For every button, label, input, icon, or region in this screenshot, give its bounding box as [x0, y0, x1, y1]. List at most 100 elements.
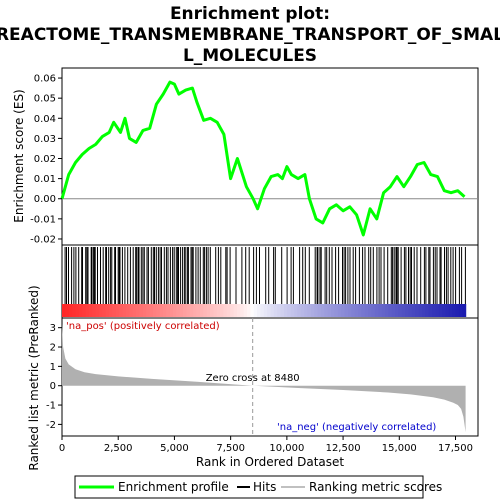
- metric-group: [62, 318, 466, 436]
- color-bar-segment: [149, 304, 154, 317]
- color-bar-segment: [105, 304, 110, 317]
- x-ticks: 0 2,500 5,000 7,500 10,000 12,500 15,000 17,500: [59, 436, 473, 454]
- legend-hits-label: Hits: [253, 480, 276, 494]
- pos-label: 'na_pos' (positively correlated): [66, 321, 220, 332]
- color-bar-segment: [142, 304, 147, 317]
- color-bar-segment: [368, 304, 373, 317]
- legend-metric-label: Ranking metric scores: [309, 480, 442, 494]
- color-bar-segment: [156, 304, 161, 317]
- color-bar-segment: [85, 304, 90, 317]
- es-y-tick-label: 0.06: [34, 74, 56, 85]
- color-bar-segment: [321, 304, 325, 317]
- color-bar-segment: [354, 304, 359, 317]
- color-bar-segment: [112, 304, 117, 317]
- metric-y-tick-label: 1: [50, 362, 56, 373]
- color-bar-segment: [125, 304, 130, 317]
- color-bar-segment: [405, 304, 410, 317]
- metric-y-tick-label: 0: [50, 381, 56, 392]
- hits-group: [64, 247, 466, 304]
- metric-panel-frame: [61, 317, 479, 437]
- color-bar-segment: [458, 304, 463, 317]
- color-bar-segment: [129, 304, 134, 317]
- chart-title-line-2: REACTOME_TRANSMEMBRANE_TRANSPORT_OF_SMAL: [0, 25, 500, 45]
- color-bar-segment: [233, 304, 238, 317]
- color-bar-segment: [408, 304, 413, 317]
- color-bar-segment: [247, 304, 251, 317]
- color-bar-segment: [391, 304, 396, 317]
- color-bar-segment: [381, 304, 386, 317]
- color-bar-segment: [88, 304, 93, 317]
- x-tick-label: 7,500: [216, 443, 245, 454]
- color-bar-segment: [401, 304, 406, 317]
- es-profile-line: [60, 80, 466, 237]
- color-bar-segment: [280, 304, 285, 317]
- color-bar-segment: [146, 304, 151, 317]
- color-bar-segment: [378, 304, 383, 317]
- color-bar-segment: [442, 304, 447, 317]
- metric-y-tick-label: 3: [50, 323, 56, 334]
- color-bar-segment: [432, 304, 436, 317]
- color-bar-segment: [358, 304, 362, 317]
- color-bar-segment: [223, 304, 228, 317]
- color-bar-segment: [334, 304, 339, 317]
- color-bar-segment: [287, 304, 292, 317]
- es-panel-frame: [61, 67, 479, 246]
- color-bar-segment: [273, 304, 278, 317]
- color-bar-segment: [462, 304, 467, 317]
- color-bar-segment: [132, 304, 137, 317]
- color-bar-segment: [341, 304, 346, 317]
- color-bar-segment: [199, 304, 204, 317]
- color-bar-segment: [388, 304, 393, 317]
- x-tick-label: 5,000: [160, 443, 189, 454]
- es-line-group: [60, 80, 466, 237]
- color-bar-segment: [290, 304, 295, 317]
- color-bar-segment: [92, 304, 97, 317]
- x-tick-label: 2,500: [104, 443, 133, 454]
- neg-label: 'na_neg' (negatively correlated): [277, 422, 436, 433]
- color-bar-segment: [152, 304, 157, 317]
- color-bar-segment: [216, 304, 221, 317]
- x-tick-label: 0: [59, 443, 65, 454]
- color-bar-segment: [68, 304, 73, 317]
- color-bar-segment: [109, 304, 114, 317]
- color-bar-segment: [193, 304, 198, 317]
- color-bar-segment: [428, 304, 433, 317]
- color-bar-segment: [411, 304, 416, 317]
- color-bar-segment: [119, 304, 124, 317]
- color-bar-segment: [240, 304, 245, 317]
- color-bar-segment: [267, 304, 272, 317]
- chart-title-line-3: L_MOLECULES: [183, 46, 317, 66]
- color-bar-segment: [384, 304, 389, 317]
- color-bar-segment: [122, 304, 127, 317]
- es-y-tick-label: 0.03: [34, 134, 56, 145]
- color-bar-segment: [425, 304, 430, 317]
- color-bar-segment: [102, 304, 107, 317]
- color-bar-segment: [173, 304, 177, 317]
- color-bar-segment: [236, 304, 241, 317]
- color-bar-segment: [72, 304, 77, 317]
- color-bar-segment: [300, 304, 305, 317]
- color-bar-segment: [438, 304, 443, 317]
- color-bar-segment: [314, 304, 319, 317]
- es-y-tick-label: 0.02: [34, 154, 56, 165]
- color-bar-segment: [243, 304, 248, 317]
- color-bar-segment: [337, 304, 342, 317]
- color-bar-segment: [418, 304, 423, 317]
- color-bar-segment: [179, 304, 184, 317]
- es-y-ticks: -0.02 -0.01 0.00 0.01 0.02 0.03 0.04 0.05 0.06: [30, 74, 62, 245]
- color-bar-segment: [203, 304, 208, 317]
- color-bar-segment: [162, 304, 167, 317]
- es-y-tick-label: 0.00: [34, 194, 56, 205]
- color-bar-segment: [65, 304, 70, 317]
- color-bar-segment: [307, 304, 312, 317]
- color-bar-segment: [189, 304, 194, 317]
- ranking-color-bar: [62, 304, 467, 317]
- x-tick-label: 12,500: [326, 443, 361, 454]
- color-bar-segment: [364, 304, 369, 317]
- color-bar-segment: [361, 304, 366, 317]
- es-y-tick-label: 0.05: [34, 94, 56, 105]
- color-bar-segment: [253, 304, 258, 317]
- zero-cross-label: Zero cross at 8480: [206, 373, 300, 384]
- color-bar-segment: [95, 304, 100, 317]
- color-bar-segment: [331, 304, 336, 317]
